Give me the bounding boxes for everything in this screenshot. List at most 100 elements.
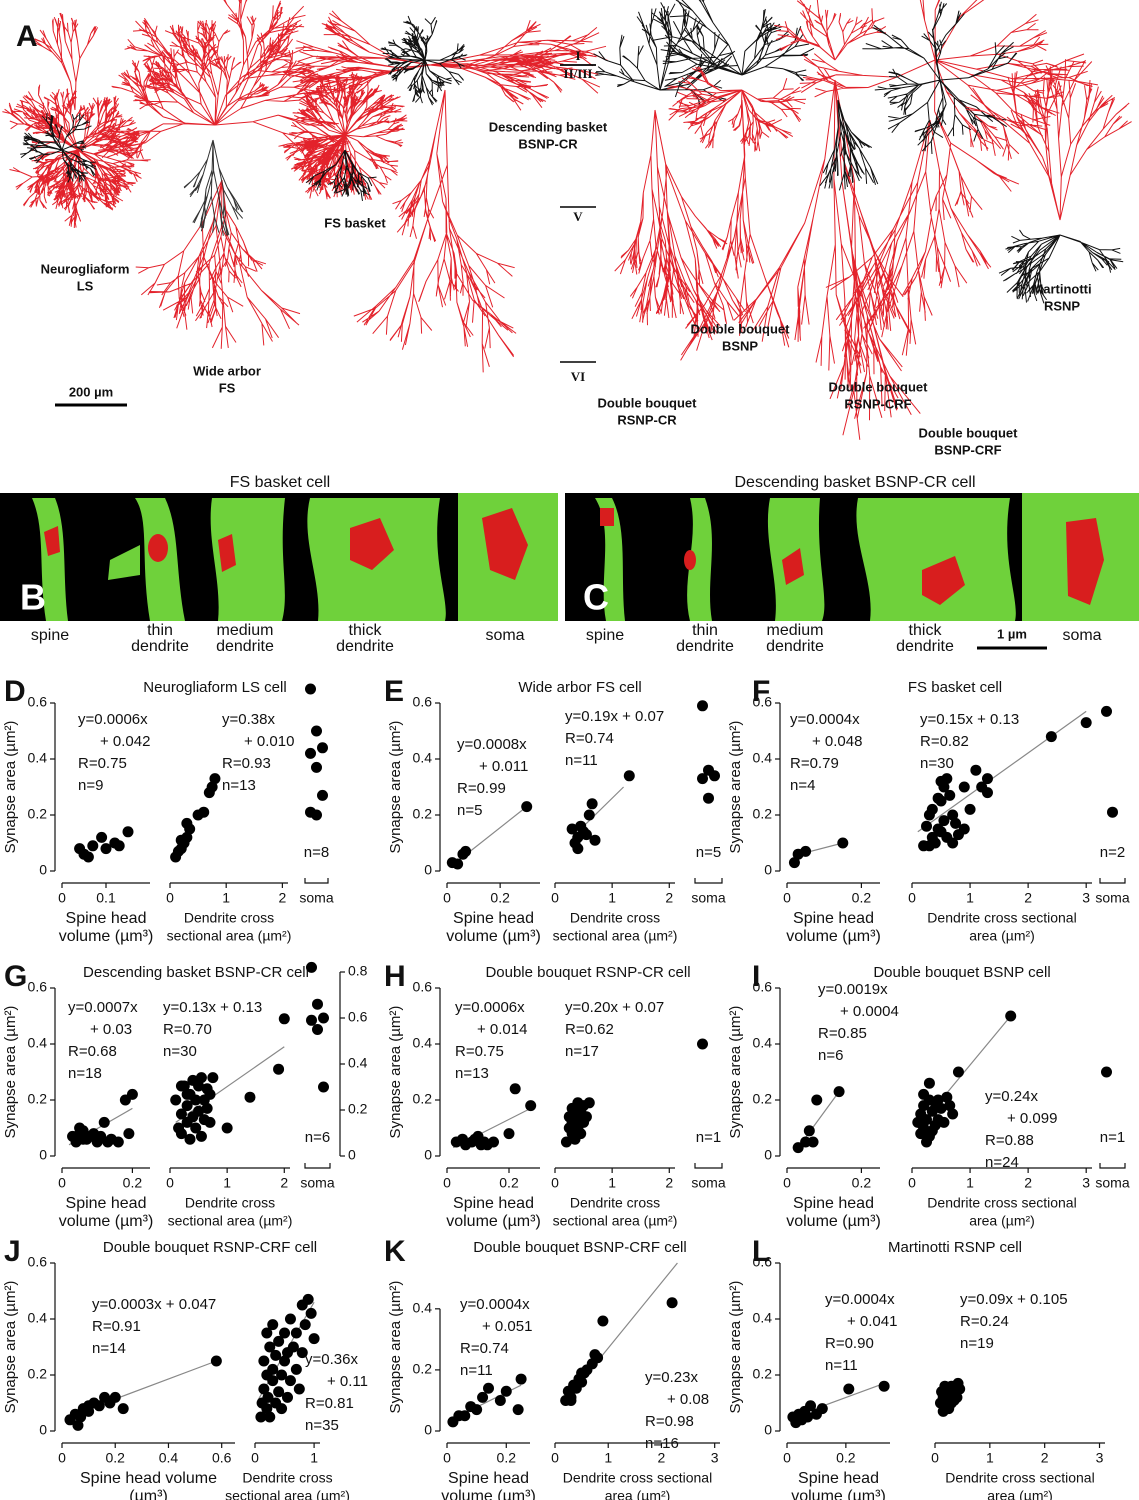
data-point: [938, 815, 950, 827]
data-point: [305, 747, 316, 759]
x-axis-label: Spine head: [66, 910, 147, 927]
data-point: [184, 823, 196, 835]
data-point: [500, 1385, 512, 1397]
neuron-label: Wide arbor: [193, 363, 261, 378]
panel-title: FS basket cell: [230, 474, 330, 491]
data-point: [958, 781, 970, 793]
data-point: [279, 1355, 291, 1367]
x-axis-label: Spine head: [448, 1470, 529, 1487]
y-axis-label: Synapse area (µm²): [727, 721, 744, 854]
annotation: R=0.93: [222, 755, 271, 772]
annotation: y=0.09x + 0.105: [960, 1291, 1068, 1308]
data-point: [287, 1341, 299, 1353]
data-point: [576, 1376, 588, 1388]
x-tick-label: 0: [443, 1175, 451, 1191]
data-point: [305, 683, 316, 695]
y-tick-label: 0.2: [753, 1091, 773, 1107]
data-point: [703, 792, 714, 804]
data-point: [525, 1100, 537, 1112]
data-point: [201, 1102, 213, 1114]
neuron-label: LS: [77, 278, 94, 293]
x-axis-label: volume (µm³): [446, 928, 541, 945]
x-tick-label: 0.6: [212, 1450, 232, 1466]
y-tick-label: 0.6: [753, 694, 773, 710]
x-axis-label: area (µm²): [969, 1213, 1035, 1229]
layer-label: II/III: [564, 66, 593, 81]
synapse: [782, 548, 804, 585]
dendrite-shape: [687, 498, 712, 621]
data-point: [302, 1293, 314, 1305]
y-tick-label: 0.4: [753, 750, 773, 766]
neuron-branch: [183, 139, 244, 236]
data-point: [572, 843, 584, 855]
data-point: [1080, 717, 1092, 729]
y-tick-label: 0.2: [28, 806, 48, 822]
data-point: [255, 1411, 267, 1423]
annotation: n=1: [696, 1129, 721, 1146]
layer-label: V: [573, 209, 583, 224]
soma-label: soma: [691, 890, 725, 906]
panel-letter: A: [16, 20, 38, 53]
x-tick-label: 0: [58, 1450, 66, 1466]
y2-tick-label: 0: [348, 1147, 356, 1163]
data-point: [273, 1386, 285, 1398]
neuron-reconstructions: [2, 0, 1132, 440]
annotation: n=6: [818, 1047, 843, 1064]
x-axis-label: Spine head: [453, 910, 534, 927]
x-tick-label: 0: [251, 1450, 259, 1466]
y-axis-label: Synapse area (µm²): [387, 721, 404, 854]
annotation: n=14: [92, 1340, 126, 1357]
tile-label: dendrite: [676, 638, 734, 655]
annotation: n=16: [645, 1435, 679, 1452]
neuron-branch: [353, 89, 517, 373]
x-tick-label: 2: [658, 1450, 666, 1466]
x-axis-label: sectional area (µm²): [168, 1213, 293, 1229]
data-point: [589, 834, 601, 846]
neuron-label: Descending basket: [489, 119, 608, 134]
data-point: [113, 840, 125, 852]
tile-label: soma: [485, 627, 524, 644]
annotation: + 0.042: [100, 733, 150, 750]
x-tick-label: 0.2: [499, 1175, 519, 1191]
y-tick-label: 0.2: [28, 1366, 48, 1382]
data-point: [207, 1072, 219, 1084]
data-point: [926, 803, 938, 815]
y-tick-label: 0.6: [413, 979, 433, 995]
x-axis-label: Spine head: [66, 1195, 147, 1212]
data-point: [697, 773, 708, 785]
data-point: [802, 1411, 814, 1423]
y-tick-label: 0: [39, 1147, 47, 1163]
data-point: [170, 1094, 182, 1106]
y-tick-label: 0: [39, 862, 47, 878]
neuron-label: Double bouquet: [829, 379, 929, 394]
x-axis-label: area (µm²): [605, 1488, 671, 1500]
x-axis-label: Dendrite cross: [242, 1470, 332, 1486]
chart-title: Descending basket BSNP-CR cell: [83, 964, 309, 981]
x-axis-label: volume (µm³): [59, 928, 154, 945]
data-point: [264, 1411, 276, 1423]
y-tick-label: 0.4: [28, 1310, 48, 1326]
data-point: [1107, 806, 1118, 818]
data-point: [258, 1383, 270, 1395]
neuron-branch: [998, 229, 1124, 304]
annotation: + 0.03: [90, 1021, 132, 1038]
data-point: [308, 1333, 320, 1345]
annotation: R=0.79: [790, 755, 839, 772]
data-point: [273, 1335, 285, 1347]
annotation: R=0.91: [92, 1318, 141, 1335]
data-point: [305, 1307, 317, 1319]
x-tick-label: 1: [223, 1175, 231, 1191]
data-point: [312, 998, 323, 1010]
y-tick-label: 0.4: [753, 1310, 773, 1326]
annotation: y=0.0019x: [818, 981, 888, 998]
y-tick-label: 0: [39, 1422, 47, 1438]
x-axis-label: area (µm²): [987, 1488, 1053, 1500]
data-point: [206, 781, 218, 793]
y-tick-label: 0.6: [753, 1254, 773, 1270]
panel-letter: I: [752, 960, 760, 993]
annotation: y=0.0006x: [78, 711, 148, 728]
data-point: [583, 809, 595, 821]
data-point: [452, 858, 464, 870]
data-point: [318, 1012, 329, 1024]
